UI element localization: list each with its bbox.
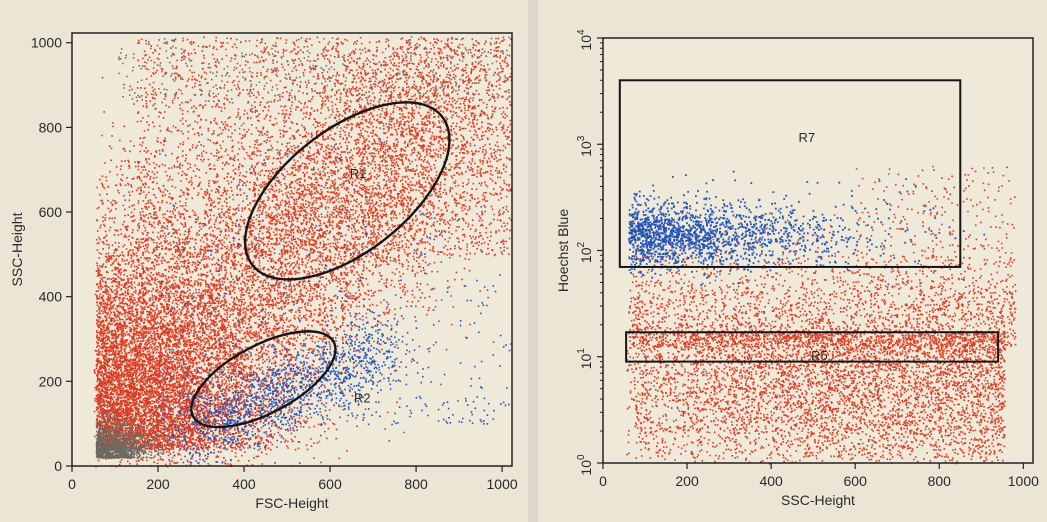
- gate-label-r5: R5: [811, 348, 828, 363]
- x-axis-label: FSC-Height: [255, 495, 328, 511]
- y-tick-label: 0: [54, 458, 62, 474]
- y-tick-label: 101: [576, 348, 594, 370]
- y-tick-label: 104: [576, 29, 594, 51]
- y-axis-label: SSC-Height: [9, 212, 25, 286]
- dot-cloud: [93, 36, 513, 468]
- left-dot-plot-photo: 0 200 400 600 800 1000 0 200 400 600 800 1000 FSC-He…: [0, 0, 528, 522]
- x-tick-label: 800: [404, 476, 428, 492]
- y-tick-label: 102: [576, 241, 594, 263]
- x-tick-label: 800: [928, 473, 952, 489]
- x-tick-label: 1000: [487, 476, 518, 492]
- plot-area: [603, 38, 1033, 463]
- x-tick-label: 400: [232, 476, 256, 492]
- y-tick-label: 800: [39, 119, 63, 135]
- dot-cloud: [626, 165, 1017, 465]
- y-tick-label: 103: [576, 135, 594, 157]
- x-tick-label: 600: [318, 476, 342, 492]
- y-tick-label: 600: [39, 204, 63, 220]
- gate-r2: [190, 330, 337, 429]
- gate-label-r2: R2: [354, 391, 371, 406]
- x-tick-label: 1000: [1008, 473, 1039, 489]
- x-tick-label: 0: [599, 473, 607, 489]
- right-dot-plot-photo: 0 200 400 600 800 1000 100 101 102 103 104 SSC-Heig…: [538, 0, 1047, 522]
- gate-label-r7: R7: [799, 130, 816, 145]
- y-tick-label: 100: [576, 454, 594, 476]
- gate-r1: [243, 101, 451, 281]
- y-tick-label: 200: [39, 373, 63, 389]
- ssc-hoechst-dot-plot: 0 200 400 600 800 1000 100 101 102 103 104 SSC-Heig…: [555, 29, 1039, 508]
- gate-r5: [625, 331, 1000, 363]
- y-axis-label: Hoechst Blue: [555, 209, 571, 292]
- fsc-ssc-dot-plot: 0 200 400 600 800 1000 0 200 400 600 800 1000 FSC-He…: [9, 32, 518, 511]
- x-tick-label: 600: [844, 473, 868, 489]
- gate-r7: [618, 79, 962, 268]
- gate-label-r1: R1: [350, 166, 367, 181]
- x-tick-label: 400: [759, 473, 783, 489]
- x-tick-label: 0: [68, 476, 76, 492]
- y-tick-label: 400: [39, 289, 63, 305]
- x-tick-label: 200: [675, 473, 699, 489]
- plot-frame: [71, 32, 513, 467]
- x-tick-label: 200: [146, 476, 170, 492]
- x-axis-label: SSC-Height: [781, 492, 855, 508]
- y-tick-label: 1000: [31, 35, 62, 51]
